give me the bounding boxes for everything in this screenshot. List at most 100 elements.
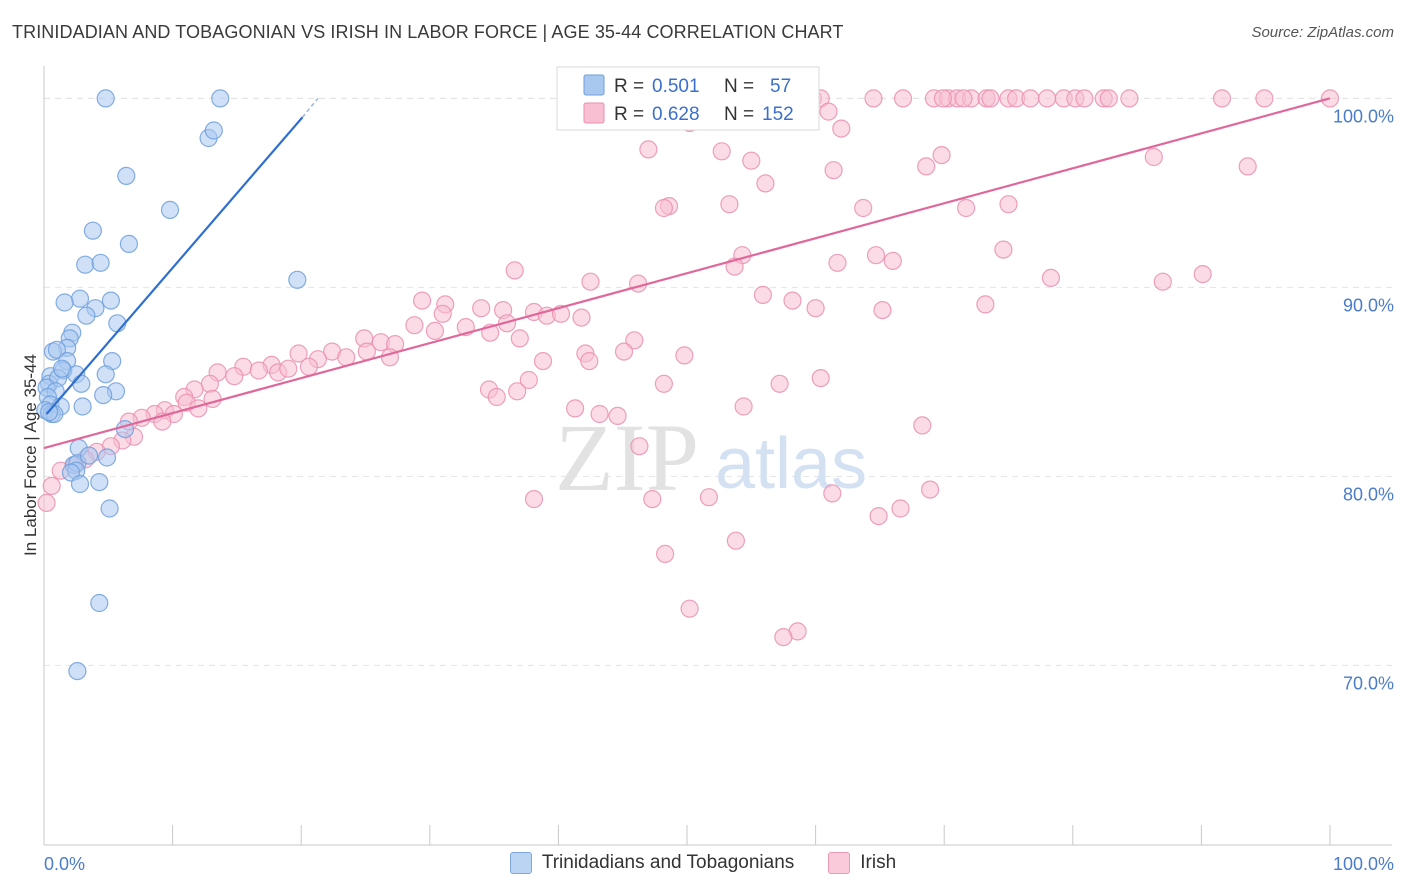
point-irish bbox=[608, 406, 627, 425]
point-trinidadian bbox=[70, 474, 90, 494]
point-irish bbox=[581, 272, 600, 291]
point-irish bbox=[823, 484, 842, 503]
watermark-zip: ZIP bbox=[555, 404, 699, 511]
point-trinidadian bbox=[76, 255, 95, 274]
point-irish bbox=[643, 490, 662, 509]
legend-swatch-trinidadian bbox=[583, 74, 605, 96]
point-irish bbox=[299, 357, 318, 376]
point-trinidadian bbox=[90, 473, 109, 492]
point-irish bbox=[1238, 157, 1257, 176]
point-irish bbox=[37, 493, 56, 512]
data-points bbox=[36, 89, 1340, 681]
legend-n-label-0: N = bbox=[724, 76, 754, 97]
point-irish bbox=[920, 480, 940, 499]
point-trinidadian bbox=[83, 221, 103, 240]
watermark: ZIP atlas bbox=[555, 404, 867, 511]
y-tick-label: 100.0% bbox=[1333, 106, 1394, 126]
point-irish bbox=[770, 374, 789, 393]
point-irish bbox=[712, 142, 731, 161]
trend-line-trinidadian-ext bbox=[301, 97, 319, 118]
point-irish bbox=[572, 308, 591, 327]
point-irish bbox=[413, 291, 432, 310]
point-trinidadian bbox=[77, 306, 96, 325]
point-irish bbox=[864, 89, 883, 108]
point-irish bbox=[200, 374, 219, 393]
point-trinidadian bbox=[108, 314, 127, 333]
point-irish bbox=[917, 157, 936, 176]
point-trinidadian bbox=[160, 200, 180, 219]
point-irish bbox=[932, 146, 951, 165]
point-trinidadian bbox=[47, 340, 67, 359]
point-irish bbox=[854, 198, 873, 218]
legend-label: Irish bbox=[860, 852, 897, 873]
point-irish bbox=[891, 499, 910, 518]
point-irish bbox=[225, 367, 244, 386]
point-trinidadian bbox=[73, 397, 92, 416]
point-trinidadian bbox=[288, 270, 307, 289]
point-irish bbox=[981, 89, 1000, 108]
legend-r-label-0: R = bbox=[614, 76, 644, 97]
point-irish bbox=[756, 174, 775, 193]
point-irish bbox=[487, 387, 506, 407]
legend-swatch bbox=[828, 852, 851, 874]
legend-n-value-1: 152 bbox=[762, 104, 794, 125]
point-irish bbox=[1144, 147, 1163, 167]
point-irish bbox=[699, 488, 719, 507]
point-irish bbox=[42, 476, 61, 495]
point-irish bbox=[913, 416, 932, 435]
point-trinidadian bbox=[117, 166, 136, 185]
point-trinidadian bbox=[70, 289, 90, 308]
source-label: Source: ZipAtlas.com bbox=[1251, 24, 1394, 41]
point-irish bbox=[1099, 89, 1118, 108]
point-trinidadian bbox=[94, 386, 113, 405]
point-irish bbox=[883, 251, 902, 270]
point-irish bbox=[590, 404, 609, 424]
point-irish bbox=[869, 506, 888, 526]
point-irish bbox=[734, 397, 753, 416]
point-irish bbox=[628, 274, 648, 293]
point-irish bbox=[774, 627, 793, 647]
point-irish bbox=[742, 151, 761, 170]
point-irish bbox=[753, 285, 773, 304]
point-trinidadian bbox=[211, 89, 230, 108]
watermark-atlas: atlas bbox=[715, 424, 867, 504]
point-trinidadian bbox=[115, 420, 135, 439]
trend-line-irish bbox=[43, 97, 1331, 450]
point-trinidadian bbox=[96, 365, 115, 384]
point-trinidadian bbox=[68, 661, 87, 681]
point-irish bbox=[976, 295, 995, 314]
point-irish bbox=[1120, 89, 1139, 108]
point-irish bbox=[639, 140, 658, 159]
y-axis-title: In Labor Force | Age 35-44 bbox=[21, 354, 40, 556]
legend-swatch-irish bbox=[583, 102, 605, 124]
point-irish bbox=[614, 342, 634, 361]
point-trinidadian bbox=[52, 359, 72, 378]
point-irish bbox=[433, 304, 452, 323]
point-trinidadian bbox=[55, 293, 74, 312]
point-irish bbox=[824, 161, 843, 180]
point-trinidadian bbox=[101, 291, 121, 310]
point-irish bbox=[675, 346, 694, 365]
point-irish bbox=[405, 316, 424, 335]
point-irish bbox=[832, 119, 851, 138]
point-irish bbox=[806, 299, 825, 318]
legend-item-irish: Irish bbox=[828, 852, 896, 874]
point-irish bbox=[956, 198, 976, 218]
point-irish bbox=[783, 291, 802, 310]
y-tick-label: 70.0% bbox=[1343, 673, 1394, 693]
point-trinidadian bbox=[119, 234, 138, 253]
point-irish bbox=[893, 89, 913, 108]
point-irish bbox=[249, 361, 268, 380]
point-irish bbox=[508, 382, 527, 401]
point-irish bbox=[1041, 268, 1061, 287]
point-trinidadian bbox=[100, 499, 119, 518]
point-irish bbox=[720, 195, 739, 214]
point-irish bbox=[279, 359, 298, 378]
legend-n-value-0: 57 bbox=[770, 76, 791, 97]
legend-label: Trinidadians and Tobagonians bbox=[541, 852, 795, 873]
point-irish bbox=[565, 399, 585, 418]
point-irish bbox=[519, 370, 538, 390]
bottom-legend: Trinidadians and Tobagonians Irish bbox=[0, 852, 1406, 874]
point-irish bbox=[866, 246, 886, 265]
